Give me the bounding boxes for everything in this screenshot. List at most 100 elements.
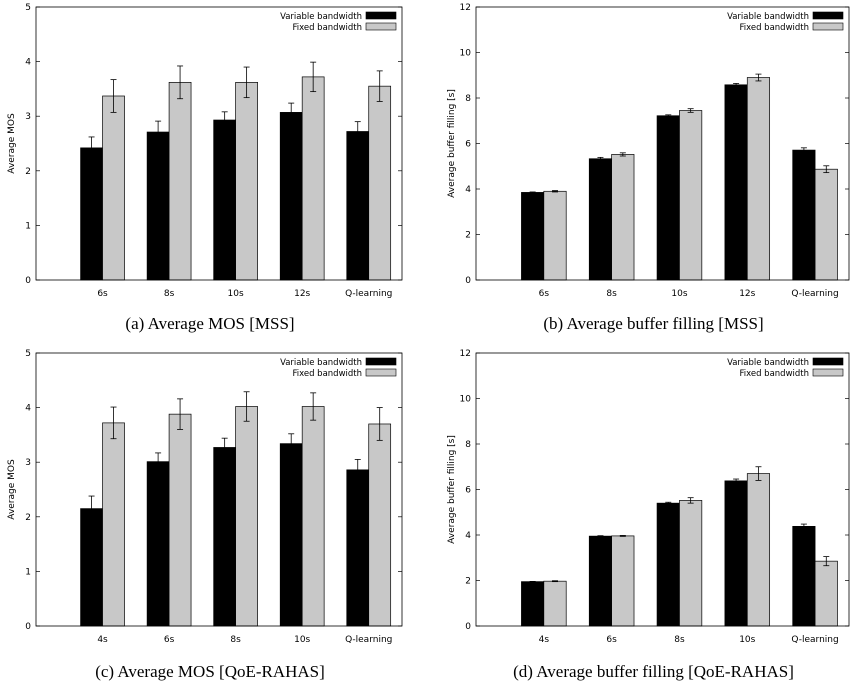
legend-label: Fixed bandwidth (739, 23, 809, 33)
y-tick-label: 3 (25, 112, 31, 122)
legend-swatch (812, 368, 844, 377)
legend-swatch (365, 357, 397, 366)
x-tick-label: 4s (97, 635, 108, 645)
legend-label: Fixed bandwidth (292, 23, 362, 33)
legend-swatch (812, 11, 844, 20)
x-tick-label: Q-learning (791, 635, 838, 645)
bar-fixed (543, 190, 567, 281)
legend-label: Fixed bandwidth (739, 369, 809, 379)
x-tick-label: 12s (739, 289, 755, 299)
bar-variable (146, 131, 170, 281)
y-tick-label: 4 (25, 58, 31, 68)
bar-fixed (814, 168, 838, 281)
bar-fixed (611, 154, 635, 281)
bar-fixed (168, 413, 192, 627)
bar-fixed (301, 76, 325, 281)
chart-panel-a: Average MOS 0 1 2 3 4 5 6s 8s 10s 12s Q-learning Var… (0, 0, 420, 310)
bar-fixed (368, 423, 392, 627)
y-tick-label: 10 (460, 395, 472, 405)
y-tick-label: 8 (465, 440, 471, 450)
bar-fixed (235, 406, 258, 627)
x-tick-label: Q-learning (345, 289, 392, 299)
x-tick-label: 8s (164, 289, 175, 299)
legend-swatch (812, 357, 844, 366)
y-tick-label: 0 (25, 622, 31, 632)
bar-fixed (679, 500, 703, 627)
y-tick-label: 2 (25, 167, 31, 177)
bar-variable (588, 535, 612, 627)
bar-variable (80, 147, 103, 281)
bar-fixed (611, 535, 635, 627)
y-tick-label: 1 (25, 221, 31, 231)
bar-fixed (102, 422, 125, 627)
bar-variable (588, 158, 612, 281)
x-tick-label: 8s (230, 635, 241, 645)
legend-label: Variable bandwidth (280, 12, 362, 22)
legend-swatch (365, 11, 397, 20)
x-tick-label: 10s (671, 289, 687, 299)
y-tick-label: 5 (25, 3, 31, 13)
caption-d: (d) Average buffer filling [QoE-RAHAS] (513, 662, 794, 681)
x-tick-label: 8s (674, 635, 685, 645)
caption-a: (a) Average MOS [MSS] (125, 314, 295, 333)
y-tick-label: 4 (465, 185, 471, 195)
x-tick-label: 6s (97, 289, 108, 299)
bar-variable (279, 112, 303, 281)
x-tick-label: 6s (539, 289, 550, 299)
bar-fixed (235, 81, 258, 281)
bar-fixed (679, 110, 703, 281)
legend-swatch (812, 22, 844, 31)
caption-b: (b) Average buffer filling [MSS] (543, 314, 764, 333)
y-axis-label: Average MOS (7, 459, 17, 520)
legend-swatch (365, 22, 397, 31)
bar-variable (656, 115, 680, 281)
y-tick-label: 6 (465, 486, 471, 496)
y-tick-label: 12 (460, 3, 471, 13)
y-tick-label: 2 (465, 231, 471, 241)
bar-variable (213, 447, 236, 627)
plot-frame (475, 6, 850, 281)
bar-variable (792, 526, 816, 627)
chart-c: Average MOS 0 1 2 3 4 5 4s 6s 8s 10s Q-learning Vari… (7, 349, 403, 645)
chart-panel-d: Average buffer filling [s] 0 2 4 6 8 10 12 4s 6s 8… (440, 346, 867, 656)
y-axis-label: Average MOS (7, 113, 17, 174)
bar-variable (521, 581, 545, 627)
x-tick-label: 10s (294, 635, 310, 645)
bar-variable (213, 119, 236, 281)
bar-variable (279, 443, 303, 627)
y-tick-label: 4 (25, 404, 31, 414)
legend-swatch (365, 368, 397, 377)
x-tick-label: 8s (606, 289, 617, 299)
legend-label: Variable bandwidth (727, 12, 809, 22)
bar-variable (656, 502, 680, 627)
y-tick-label: 3 (25, 458, 31, 468)
legend-label: Variable bandwidth (280, 358, 362, 368)
x-tick-label: 6s (164, 635, 175, 645)
plot-frame (35, 352, 403, 627)
bar-variable (80, 508, 103, 627)
bar-fixed (543, 580, 567, 627)
bar-fixed (746, 473, 771, 627)
x-tick-label: 12s (294, 289, 310, 299)
bar-fixed (102, 95, 125, 281)
y-tick-label: 0 (25, 276, 31, 286)
chart-a: Average MOS 0 1 2 3 4 5 6s 8s 10s 12s Q-learning Var… (7, 3, 403, 299)
y-tick-label: 4 (465, 531, 471, 541)
x-tick-label: Q-learning (345, 635, 392, 645)
y-axis-label: Average buffer filling [s] (447, 435, 457, 544)
bar-variable (346, 131, 370, 281)
bar-fixed (814, 560, 838, 627)
x-tick-label: Q-learning (791, 289, 838, 299)
y-tick-label: 2 (465, 577, 471, 587)
y-tick-label: 6 (465, 140, 471, 150)
y-tick-label: 0 (465, 276, 471, 286)
chart-d: Average buffer filling [s] 0 2 4 6 8 10 12 4s 6s 8… (447, 349, 850, 645)
x-tick-label: 10s (739, 635, 755, 645)
y-axis-label: Average buffer filling [s] (447, 89, 457, 198)
x-tick-label: 6s (606, 635, 617, 645)
plot-frame (475, 352, 850, 627)
chart-b: Average buffer filling [s] 0 2 4 6 8 10 12 6s 8s 1… (447, 3, 850, 299)
y-tick-label: 1 (25, 567, 31, 577)
plot-frame (35, 6, 403, 281)
bar-variable (346, 469, 370, 627)
